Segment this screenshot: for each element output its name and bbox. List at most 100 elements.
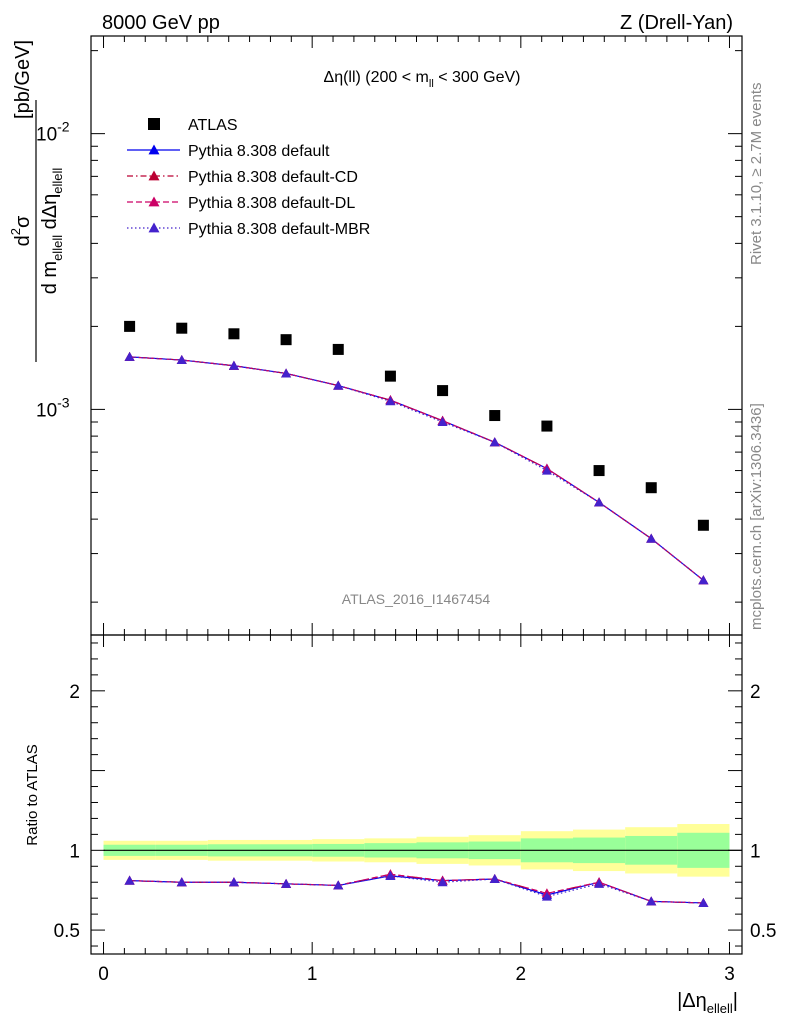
legend-entry: Pythia 8.308 default-MBR: [127, 221, 370, 238]
mc-series-line: [129, 356, 704, 581]
main-y-axis-label: d2σ d mellell dΔηellell [pb/GeV]: [8, 40, 65, 362]
ratio-series-line: [129, 875, 704, 904]
mc-series-line: [129, 356, 704, 581]
legend-marker: [148, 196, 160, 207]
ratio-data-point: [124, 875, 135, 885]
atlas-data-point: [437, 385, 449, 397]
legend-marker: [148, 170, 160, 181]
ratio-data-point: [646, 896, 657, 906]
ratio-data-point: [437, 877, 448, 887]
atlas-data-point: [124, 320, 136, 332]
mc-data-point: [437, 417, 448, 427]
ratio-series: [124, 869, 709, 907]
mc-data-point: [646, 533, 657, 543]
mc-data-point: [176, 355, 187, 365]
main-y-tick-label: 10-2: [36, 119, 70, 146]
ratio-series: [124, 870, 709, 907]
main-series: [124, 320, 709, 531]
atlas-data-point: [593, 465, 605, 477]
mc-data-point: [385, 396, 396, 406]
x-tick-label: 1: [307, 964, 318, 985]
main-y-tick-label: 10-3: [36, 394, 70, 421]
legend-label: ATLAS: [188, 117, 238, 134]
legend-marker: [148, 144, 160, 155]
ratio-y-tick-label-right: 0.5: [750, 921, 776, 942]
x-tick-label: 2: [516, 964, 527, 985]
mc-data-point: [281, 368, 292, 378]
ratio-panel: 0 1 2 3 0.5 0.5 1 1 2 2 Ratio to ATLAS |Δηellell|: [24, 634, 776, 1016]
legend-entry: ATLAS: [148, 117, 238, 134]
legend-label: Pythia 8.308 default: [188, 143, 330, 160]
mc-series-line: [129, 356, 704, 581]
rivet-version-label: Rivet 3.1.10, ≥ 2.7M events: [748, 83, 765, 266]
ratio-data-point: [228, 877, 239, 887]
main-series: [124, 351, 709, 585]
ratio-data-point: [489, 874, 500, 884]
mc-data-point: [489, 437, 500, 447]
header-left: 8000 GeV pp: [102, 12, 220, 34]
x-tick-label: 3: [724, 964, 735, 985]
ratio-series-layer: [124, 869, 709, 907]
mc-data-point: [124, 351, 135, 361]
ratio-y-tick-label-right: 1: [750, 841, 761, 862]
ratio-data-point: [176, 877, 187, 887]
legend-label: Pythia 8.308 default-MBR: [188, 221, 370, 238]
mc-data-point: [594, 497, 605, 507]
ratio-y-axis-label: Ratio to ATLAS: [24, 744, 41, 845]
legend-entry: Pythia 8.308 default-CD: [127, 169, 358, 186]
ratio-data-point: [333, 880, 344, 890]
ratio-y-tick-label-left: 0.5: [54, 921, 80, 942]
ratio-series: [124, 870, 709, 907]
ratio-data-point: [541, 891, 552, 901]
legend-marker: [148, 222, 160, 233]
atlas-data-point: [645, 482, 657, 494]
mc-data-point: [333, 380, 344, 390]
ratio-data-point: [385, 870, 396, 880]
legend-entry: Pythia 8.308 default-DL: [127, 195, 355, 212]
ratio-axis-ticks: 0 1 2 3 0.5 0.5 1 1 2 2: [54, 635, 776, 985]
x-axis-label: |Δηellell|: [677, 990, 738, 1016]
main-axis-ticks: 10-3 10-2: [36, 36, 742, 635]
plot-title: Δη(ll) (200 < mll < 300 GeV): [324, 69, 521, 90]
ratio-y-tick-label-left: 2: [69, 682, 80, 703]
ratio-y-tick-label-left: 1: [69, 841, 80, 862]
atlas-data-point: [176, 322, 188, 334]
legend-entry: Pythia 8.308 default: [127, 143, 330, 160]
mc-series-line: [129, 356, 704, 581]
atlas-data-point: [697, 519, 709, 531]
header-right: Z (Drell-Yan): [620, 12, 733, 34]
main-panel: 10-3 10-2 Δη(ll) (200 < mll < 300 GeV) d2…: [8, 35, 743, 636]
ratio-data-point: [698, 897, 709, 907]
analysis-watermark: ATLAS_2016_I1467454: [342, 591, 491, 607]
atlas-data-point: [384, 370, 396, 382]
svg-text:[pb/GeV]: [pb/GeV]: [12, 40, 34, 119]
mc-data-point: [698, 575, 709, 585]
legend-marker: [148, 118, 160, 130]
main-series: [124, 351, 709, 585]
ratio-series: [124, 869, 709, 907]
mc-data-point: [541, 465, 552, 475]
svg-text:d mellell dΔηellell: d mellell dΔηellell: [39, 168, 65, 295]
atlas-data-point: [332, 343, 344, 355]
mc-data-point: [228, 360, 239, 370]
legend-label: Pythia 8.308 default-CD: [188, 169, 358, 186]
atlas-data-point: [489, 410, 501, 422]
legend: ATLAS Pythia 8.308 default Pythia 8.308 de…: [127, 117, 370, 238]
atlas-data-point: [541, 420, 553, 432]
ratio-frame: [90, 634, 743, 955]
ratio-data-point: [594, 878, 605, 888]
main-series: [124, 351, 709, 585]
main-series: [124, 351, 709, 585]
source-label: mcplots.cern.ch [arXiv:1306.3436]: [748, 403, 765, 630]
atlas-data-point: [228, 328, 240, 340]
x-tick-label: 0: [98, 964, 109, 985]
main-series-layer: [124, 320, 709, 585]
svg-text:d2σ: d2σ: [8, 215, 34, 246]
atlas-data-point: [280, 334, 292, 346]
ratio-data-point: [281, 878, 292, 888]
legend-label: Pythia 8.308 default-DL: [188, 195, 355, 212]
ratio-series-line: [129, 875, 704, 904]
ratio-series-line: [129, 873, 704, 904]
ratio-y-tick-label-right: 2: [750, 682, 761, 703]
